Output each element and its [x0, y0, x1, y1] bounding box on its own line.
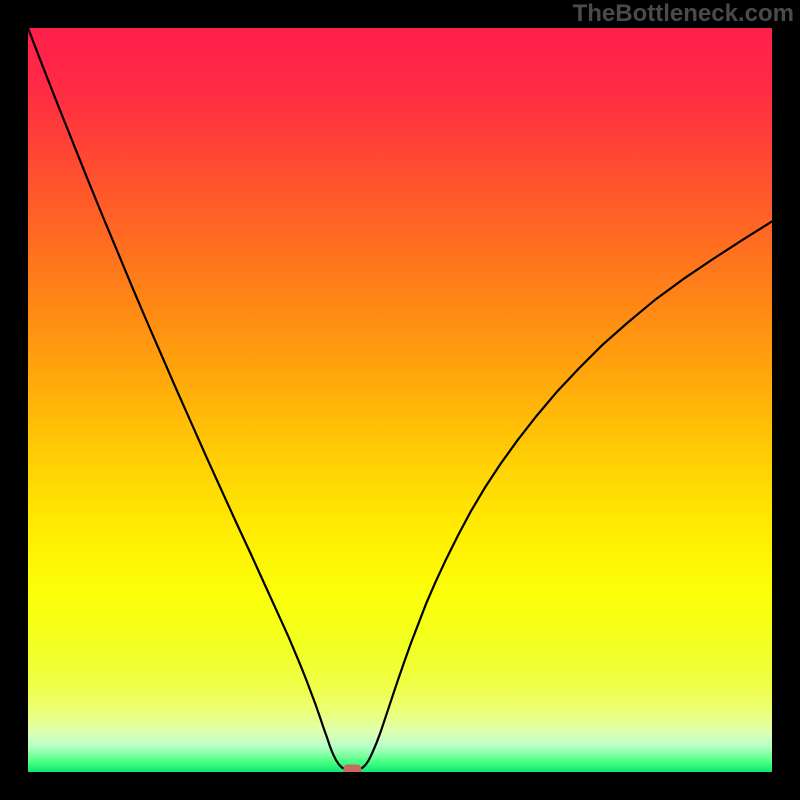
- watermark-text: TheBottleneck.com: [573, 0, 794, 28]
- curve-layer: [28, 28, 772, 772]
- chart-root: TheBottleneck.com: [0, 0, 800, 800]
- bottleneck-curve: [28, 28, 772, 770]
- plot-area: [28, 28, 772, 772]
- optimal-point-marker: [343, 765, 361, 772]
